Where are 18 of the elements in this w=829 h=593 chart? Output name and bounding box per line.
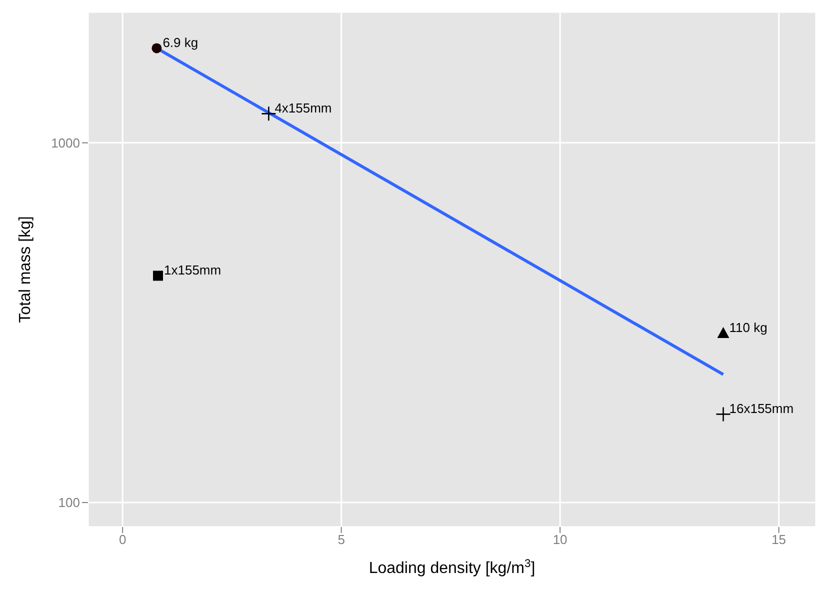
- y-axis-title: Total mass [kg]: [17, 216, 34, 323]
- series-label: 16x155mm: [729, 401, 794, 416]
- series-label: 4x155mm: [274, 100, 332, 116]
- x-tick-label: 5: [338, 532, 345, 548]
- point: [716, 406, 731, 422]
- series-label: 6.9 kg: [162, 35, 198, 50]
- x-tick-label: 0: [118, 532, 126, 548]
- y-tick-label: 1000: [51, 135, 80, 150]
- point: [261, 106, 276, 122]
- point: [717, 326, 730, 338]
- point: [152, 43, 162, 54]
- x-tick-label: 15: [772, 532, 786, 548]
- series-label: 110 kg: [729, 320, 768, 335]
- y-tick-label: 100: [58, 495, 80, 510]
- point: [153, 270, 163, 281]
- series-label: 1x155mm: [164, 262, 222, 278]
- x-axis-title: Loading density [kg/m$^{3}$]: [368, 558, 536, 577]
- x-tick-label: 10: [552, 532, 568, 548]
